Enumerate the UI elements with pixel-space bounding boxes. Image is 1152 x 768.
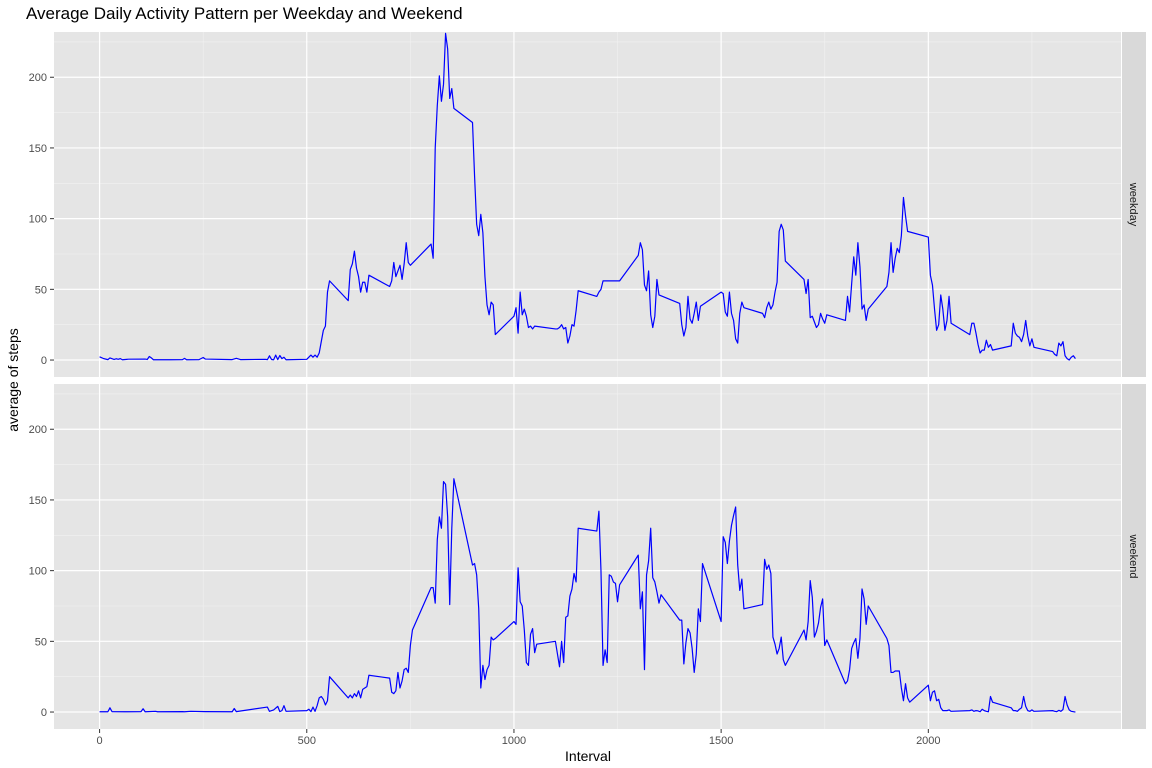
- y-tick-label: 50: [35, 636, 47, 648]
- panel-background: [54, 384, 1121, 729]
- series-line-weekend: [99, 478, 1076, 713]
- y-tick-label: 200: [29, 72, 47, 84]
- facet-panel-weekday: weekday: [54, 32, 1146, 377]
- x-tick-label: 2000: [916, 735, 940, 747]
- x-tick-label: 500: [298, 735, 316, 747]
- y-tick-label: 150: [29, 143, 47, 155]
- chart-title: Average Daily Activity Pattern per Weekd…: [26, 4, 463, 23]
- x-tick-label: 1500: [709, 735, 733, 747]
- x-tick-label: 1000: [502, 735, 526, 747]
- y-axis-title: average of steps: [5, 328, 21, 432]
- y-tick-label: 150: [29, 495, 47, 507]
- facet-strip-label: weekday: [1127, 182, 1139, 227]
- y-tick-label: 0: [41, 355, 47, 367]
- y-tick-label: 100: [29, 566, 47, 578]
- y-tick-label: 100: [29, 214, 47, 226]
- facet-panel-weekend: weekend: [54, 384, 1146, 729]
- facet-strip: [1122, 32, 1146, 377]
- facet-strip: [1122, 384, 1146, 729]
- panel-background: [54, 32, 1121, 377]
- facet-strip-label: weekend: [1127, 533, 1139, 578]
- y-tick-label: 200: [29, 424, 47, 436]
- panels-layer: weekday weekend: [54, 32, 1146, 729]
- series-line-weekday: [99, 32, 1076, 361]
- x-tick-label: 0: [97, 735, 103, 747]
- y-tick-label: 50: [35, 284, 47, 296]
- y-tick-label: 0: [41, 707, 47, 719]
- x-axis-title: Interval: [565, 748, 611, 764]
